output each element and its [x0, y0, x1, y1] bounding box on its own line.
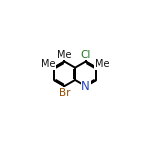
Text: N: N — [81, 80, 90, 93]
Text: Br: Br — [59, 88, 70, 98]
Text: Me: Me — [95, 59, 109, 69]
Text: Me: Me — [57, 50, 72, 60]
Text: Me: Me — [41, 59, 55, 69]
Text: Cl: Cl — [81, 50, 91, 60]
